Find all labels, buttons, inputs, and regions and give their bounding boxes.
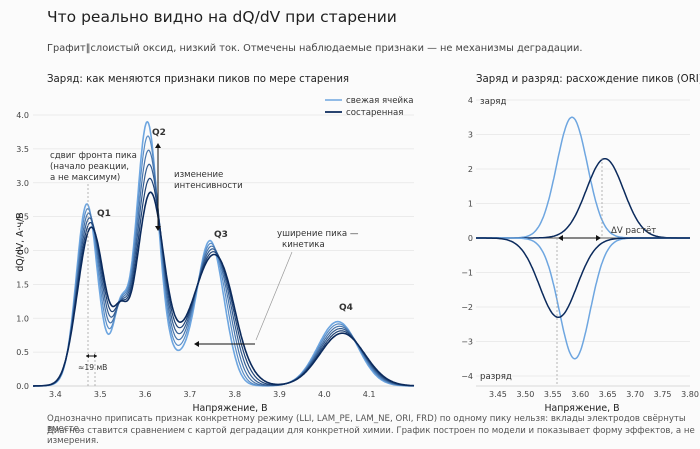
anno-shift-2: (начало реакции, — [50, 162, 129, 172]
left-annotations: Q1 Q2 Q3 Q4 сдвиг фронта пика (начало ре… — [50, 128, 359, 386]
right-ytick-label: 4 — [468, 96, 473, 105]
left-xtick-label: 3.7 — [184, 390, 197, 399]
anno-shift-3: а не максимум) — [50, 173, 120, 183]
right-panel: Заряд и разряд: расхождение пиков (ORI) … — [461, 74, 700, 414]
peak-label-q4: Q4 — [339, 303, 353, 313]
left-panel: Заряд: как меняются признаки пиков по ме… — [15, 74, 415, 414]
left-xtick-label: 3.9 — [273, 390, 286, 399]
right-curves — [476, 116, 690, 360]
right-annotations: заряд разряд ΔV растёт — [480, 97, 656, 386]
left-xtick-label: 3.8 — [228, 390, 241, 399]
peak-label-q1: Q1 — [97, 209, 111, 219]
label-discharge: разряд — [480, 372, 512, 382]
legend-aged-label: состаренная — [346, 108, 403, 118]
right-ytick-label: −3 — [461, 338, 473, 347]
left-ytick-label: 2.0 — [16, 247, 29, 256]
right-xtick-label: 3.55 — [544, 390, 562, 399]
right-ytick-label: 0 — [468, 234, 473, 243]
right-panel-title: Заряд и разряд: расхождение пиков (ORI) — [476, 74, 700, 85]
anno-shift-value: ≈19 мВ — [78, 363, 107, 372]
peak-label-q2: Q2 — [152, 128, 166, 138]
left-ytick-label: 4.0 — [16, 111, 29, 120]
right-ytick-label: −2 — [461, 303, 473, 312]
right-xtick-label: 3.60 — [571, 390, 589, 399]
left-xtick-label: 4.0 — [318, 390, 331, 399]
shift-arrowhead — [86, 354, 97, 358]
left-ytick-label: 3.5 — [16, 145, 29, 154]
right-ytick-label: −4 — [461, 372, 473, 381]
right-xtick-label: 3.70 — [626, 390, 644, 399]
label-charge: заряд — [480, 97, 506, 107]
peak-label-q3: Q3 — [214, 230, 228, 240]
left-panel-title: Заряд: как меняются признаки пиков по ме… — [47, 74, 349, 85]
left-ytick-label: 1.0 — [16, 314, 29, 323]
right-x-ticks: 3.45 3.50 3.55 3.60 3.65 3.70 3.75 3.80 — [489, 390, 699, 399]
right-curve-fresh_charge — [476, 116, 690, 239]
left-curve-step-5 — [33, 191, 415, 387]
label-delta: ΔV растёт — [611, 226, 656, 236]
right-ytick-label: −1 — [461, 269, 473, 278]
right-curve-fresh_discharge — [476, 237, 690, 360]
anno-broadening-1: уширение пика — — [277, 229, 359, 239]
left-x-ticks: 3.4 3.5 3.6 3.7 3.8 3.9 4.0 4.1 — [49, 390, 375, 399]
left-xtick-label: 3.4 — [49, 390, 62, 399]
anno-intensity-2: интенсивности — [174, 181, 243, 191]
page-subtitle: Графит‖слоистый оксид, низкий ток. Отмеч… — [47, 43, 583, 54]
left-ytick-label: 0.0 — [16, 382, 29, 391]
right-ytick-label: 3 — [468, 131, 473, 140]
right-xtick-label: 3.65 — [599, 390, 617, 399]
right-xtick-label: 3.80 — [681, 390, 699, 399]
left-curves — [33, 120, 415, 387]
right-xtick-label: 3.45 — [489, 390, 507, 399]
delta-arrowhead — [558, 235, 601, 241]
footer-note-1: Однозначно приписать признак конкретному… — [47, 414, 686, 434]
left-ytick-label: 1.5 — [16, 280, 29, 289]
right-xtick-label: 3.75 — [654, 390, 672, 399]
broadening-pointer — [255, 251, 293, 341]
page-title: Что реально видно на dQ/dV при старении — [47, 8, 397, 26]
right-xtick-label: 3.50 — [516, 390, 534, 399]
anno-shift-1: сдвиг фронта пика — [50, 151, 137, 161]
right-ytick-label: 2 — [468, 165, 473, 174]
right-curve-aged_charge — [476, 157, 690, 239]
anno-broadening-2: кинетика — [282, 240, 325, 250]
left-xtick-label: 3.6 — [139, 390, 152, 399]
left-xlabel: Напряжение, В — [192, 403, 267, 414]
legend-fresh-label: свежая ячейка — [346, 96, 414, 106]
left-xtick-label: 3.5 — [94, 390, 107, 399]
right-curve-aged_discharge — [476, 237, 690, 319]
left-legend: свежая ячейка состаренная — [325, 96, 414, 118]
left-xtick-label: 4.1 — [363, 390, 376, 399]
right-y-ticks: 4 3 2 1 0 −1 −2 −3 −4 — [461, 96, 473, 381]
left-ytick-label: 0.5 — [16, 348, 29, 357]
broadening-arrowhead — [194, 341, 199, 347]
left-y-ticks: 0.0 0.5 1.0 1.5 2.0 2.5 3.0 3.5 4.0 — [16, 111, 29, 391]
left-ytick-label: 2.5 — [16, 213, 29, 222]
footer-note-2: Диагноз ставится сравнением с картой дег… — [47, 426, 695, 446]
left-ytick-label: 3.0 — [16, 179, 29, 188]
right-ytick-label: 1 — [468, 200, 473, 209]
right-xlabel: Напряжение, В — [544, 403, 619, 414]
anno-intensity-1: изменение — [174, 170, 223, 180]
left-ylabel: dQ/dV, А·ч/В — [15, 212, 26, 271]
